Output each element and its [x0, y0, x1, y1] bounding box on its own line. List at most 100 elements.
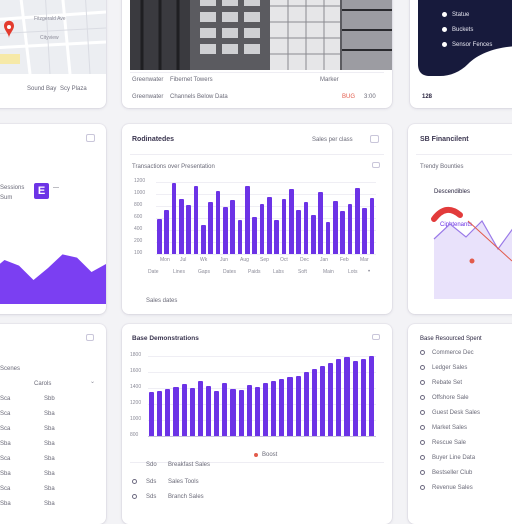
map-card[interactable]: Fitzgerald Ave Cityview Sound Bay Scy Pl… [0, 0, 106, 108]
list-item[interactable]: Ledger Sales [432, 365, 468, 371]
bottom-bar[interactable] [279, 379, 285, 436]
list-item-icon [420, 380, 425, 385]
monthly-bar[interactable] [157, 219, 162, 254]
bottom-bar[interactable] [181, 384, 187, 436]
bottom-chart-card[interactable]: Base Demonstrations Boost Sdo Breakfast … [122, 324, 392, 524]
monthly-bar[interactable] [259, 204, 265, 254]
expand-icon[interactable] [86, 334, 94, 341]
bottom-bar[interactable] [165, 389, 171, 436]
monthly-bar[interactable] [281, 198, 287, 254]
bottom-bar[interactable] [311, 368, 317, 436]
building-meta-right: Marker [320, 77, 339, 83]
list-item-icon [420, 350, 425, 355]
left-table-sort-icon[interactable]: ⌄ [90, 379, 96, 385]
monthly-bar[interactable] [369, 198, 375, 254]
bottom-bar[interactable] [157, 390, 163, 436]
options-icon[interactable] [372, 162, 380, 168]
bottom-bar[interactable] [197, 381, 203, 436]
monthly-bar[interactable] [267, 197, 272, 254]
bottom-bar[interactable] [238, 390, 244, 436]
bottom-bar[interactable] [287, 377, 293, 436]
map-image[interactable] [0, 0, 106, 74]
list-item[interactable]: Offshore Sale [432, 395, 469, 401]
table-cell: Sba [0, 501, 11, 507]
right-line-chart[interactable] [408, 199, 512, 309]
monthly-bar[interactable] [223, 207, 228, 254]
bottom-bar[interactable] [254, 387, 260, 436]
y-tick-label: 1800 [130, 352, 142, 358]
monthly-bar[interactable] [186, 204, 192, 254]
monthly-bar[interactable] [303, 201, 309, 254]
options-icon[interactable] [372, 334, 380, 340]
monthly-bar[interactable] [252, 216, 258, 254]
monthly-bar[interactable] [274, 220, 280, 254]
monthly-bar[interactable] [230, 200, 236, 254]
bottom-bar[interactable] [263, 382, 269, 436]
monthly-bar[interactable] [201, 225, 206, 254]
bottom-bar[interactable] [214, 390, 220, 436]
bottom-bar[interactable] [246, 385, 252, 436]
bottom-bar[interactable] [149, 392, 155, 436]
monthly-bar[interactable] [171, 183, 177, 254]
bottom-bar[interactable] [222, 382, 228, 436]
dark-menu-card[interactable]: Statue Buckets Sensor Fences 128 [410, 0, 512, 108]
monthly-bar[interactable] [296, 209, 302, 254]
table-cell: Sbb [44, 396, 55, 402]
bottom-bar[interactable] [352, 361, 358, 436]
table-cell: Sba [44, 501, 55, 507]
monthly-bar[interactable] [215, 191, 221, 254]
list-item[interactable]: Market Sales [432, 425, 468, 431]
right-stat-title: SB Financilent [420, 136, 469, 143]
bottom-bar[interactable] [173, 387, 179, 436]
bottom-bar[interactable] [336, 359, 342, 436]
monthly-bar[interactable] [193, 186, 199, 254]
bottom-bar[interactable] [344, 357, 350, 436]
monthly-bar[interactable] [289, 189, 294, 254]
monthly-bar[interactable] [325, 221, 331, 254]
list-item[interactable]: Revenue Sales [432, 485, 473, 491]
bottom-bar[interactable] [230, 388, 236, 436]
monthly-bar[interactable] [311, 215, 316, 254]
building-card[interactable]: Greenwater Fibernet Towers Marker Greenw… [122, 0, 392, 108]
bottom-bar[interactable] [303, 372, 309, 436]
monthly-bar[interactable] [318, 191, 324, 254]
bottom-bar[interactable] [271, 381, 277, 436]
right-list-card[interactable]: Base Resourced Spent Commerce Dec Ledger … [408, 324, 512, 524]
left-stat-card[interactable]: Sessions Sum E — [0, 124, 106, 314]
bottom-bar[interactable] [328, 362, 334, 436]
bottom-bar[interactable] [320, 366, 326, 436]
bottom-bar[interactable] [368, 356, 374, 436]
right-stat-card[interactable]: SB Financilent Trendy Bounties Descendib… [408, 124, 512, 314]
expand-icon[interactable] [86, 134, 95, 142]
list-item[interactable]: Commerce Dec [432, 350, 474, 356]
list-item[interactable]: Bestseller Club [432, 470, 473, 476]
bottom-bar[interactable] [189, 388, 195, 436]
monthly-chart-card[interactable]: Rodinatedes Sales per class Transactions… [122, 124, 392, 314]
menu-item-3[interactable]: Sensor Fences [452, 42, 493, 48]
monthly-dropdown[interactable]: Sales per class [312, 137, 353, 143]
list-item[interactable]: Rebate Set [432, 380, 463, 386]
bottom-bar[interactable] [360, 358, 366, 436]
monthly-bar[interactable] [340, 210, 346, 254]
monthly-bar[interactable] [347, 204, 353, 254]
monthly-bar[interactable] [355, 188, 360, 254]
left-table-card[interactable]: Scenes Carols ⌄ Sca Sbb Sca Sba Sca Sba Sba Sba… [0, 324, 106, 524]
monthly-bar[interactable] [208, 202, 214, 254]
menu-item-1[interactable]: Statue [452, 12, 470, 18]
list-item[interactable]: Guest Desk Sales [432, 410, 481, 416]
menu-item-2[interactable]: Buckets [452, 27, 474, 33]
bottom-bar[interactable] [295, 376, 301, 436]
list-item[interactable]: Rescue Sale [432, 440, 467, 446]
bottom-bar[interactable] [206, 386, 212, 436]
list-item[interactable]: Buyer Line Data [432, 455, 476, 461]
table-cell: Sba [44, 411, 55, 417]
monthly-bar[interactable] [362, 208, 368, 254]
area-chart[interactable] [0, 224, 106, 304]
monthly-bar[interactable] [237, 220, 243, 254]
monthly-bar[interactable] [333, 201, 338, 254]
monthly-bar[interactable] [179, 198, 184, 254]
building-photo[interactable] [130, 0, 392, 70]
filter-icon[interactable] [370, 135, 379, 143]
monthly-bar[interactable] [164, 209, 170, 254]
monthly-bar[interactable] [245, 185, 250, 254]
